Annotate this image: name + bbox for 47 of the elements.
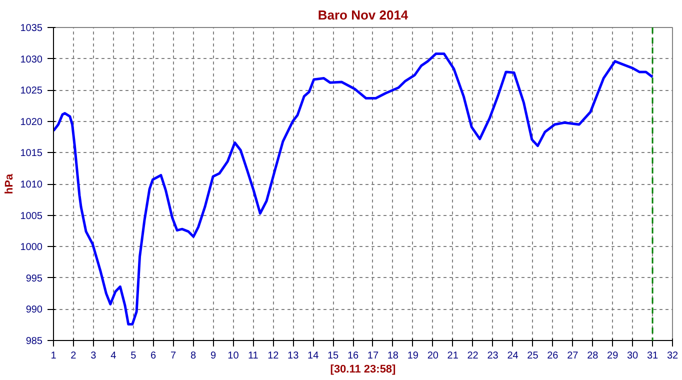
x-tick-label: 3	[90, 350, 97, 362]
x-tick-label: 23	[487, 350, 499, 362]
x-tick-label: 5	[130, 350, 137, 362]
y-tick-label: 1025	[20, 86, 43, 97]
x-tick-label: 16	[347, 350, 360, 362]
y-tick-label: 985	[26, 336, 43, 347]
x-tick-label: 12	[268, 350, 280, 362]
x-tick-label: 28	[587, 350, 599, 362]
x-tick-label: 2	[70, 350, 77, 362]
x-tick-label: 14	[308, 350, 320, 362]
x-tick-label: 32	[666, 350, 678, 362]
x-tick-label: 21	[447, 350, 459, 362]
x-tick-label: 27	[567, 350, 579, 362]
line-series	[54, 52, 654, 326]
x-tick-label: 31	[646, 350, 659, 362]
y-tick-label: 1020	[20, 116, 43, 128]
x-tick-label: 17	[367, 350, 379, 362]
x-tick-label: 9	[210, 350, 216, 362]
x-tick-label: 13	[288, 350, 300, 362]
x-tick-label: 7	[170, 350, 177, 362]
x-tick-label: 30	[627, 350, 639, 362]
x-tick-label: 10	[228, 350, 240, 362]
x-tick-label: 26	[547, 350, 559, 362]
y-tick-label: 1010	[20, 180, 43, 190]
y-tick-label: 1015	[20, 148, 43, 160]
x-tick-label: 29	[607, 350, 619, 362]
y-tick-label: 1000	[20, 242, 43, 254]
x-tick-label: 24	[507, 350, 519, 362]
y-tick-label: 990	[26, 304, 43, 316]
y-tick-label: 995	[26, 273, 43, 284]
x-tick-label: 18	[387, 350, 399, 362]
x-tick-label: 22	[467, 350, 479, 362]
x-tick-label: 19	[407, 350, 419, 362]
x-tick-label: 6	[150, 350, 157, 362]
x-tick-label: 20	[427, 350, 439, 362]
x-tick-label: 8	[190, 350, 196, 362]
x-tick-label: 25	[527, 350, 539, 362]
x-axis-title: [30.11 23:58]	[330, 364, 396, 376]
x-tick-label: 1	[50, 350, 57, 362]
y-axis-title: hPa	[3, 173, 16, 194]
y-tick-label: 1030	[20, 54, 43, 66]
y-tick-label: 1035	[20, 23, 43, 34]
chart-title: Baro Nov 2014	[318, 8, 409, 22]
x-tick-label: 15	[327, 350, 340, 362]
y-tick-label: 1005	[20, 210, 43, 222]
x-tick-label: 11	[248, 350, 259, 362]
x-tick-label: 4	[110, 350, 117, 362]
